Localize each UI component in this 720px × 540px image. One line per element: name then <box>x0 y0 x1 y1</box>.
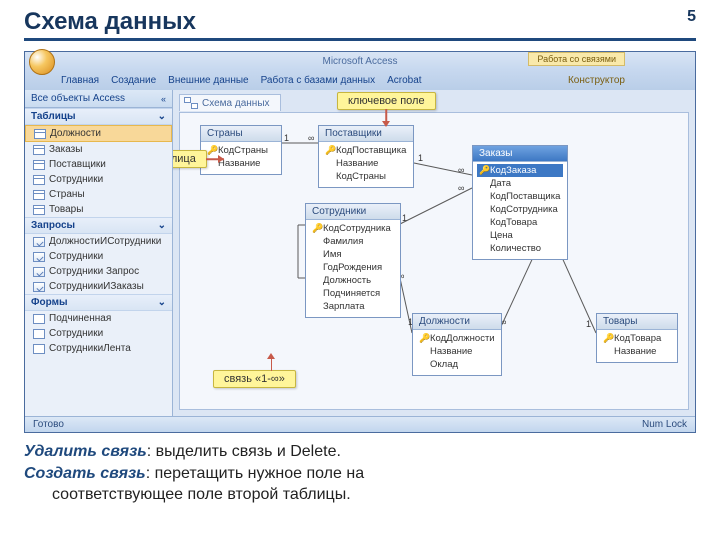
table-strany[interactable]: Страны 🔑КодСтраны Название <box>200 125 282 175</box>
nav-item-tovary[interactable]: Товары <box>25 202 172 217</box>
key-icon: 🔑 <box>603 332 611 345</box>
caption-create-text2: соответствующее поле второй таблицы. <box>52 486 351 503</box>
table-postavshiki[interactable]: Поставщики 🔑КодПоставщика Название КодСт… <box>318 125 414 188</box>
callout-relation: связь «1-∞» <box>213 370 296 388</box>
table-zakazy[interactable]: Заказы 🔑КодЗаказа Дата КодПоставщика Код… <box>472 145 568 260</box>
table-icon <box>33 205 45 215</box>
key-icon: 🔑 <box>419 332 427 345</box>
tab-design[interactable]: Конструктор <box>568 75 625 86</box>
tab-acrobat[interactable]: Acrobat <box>387 75 421 86</box>
nav-item-q3[interactable]: Сотрудники Запрос <box>25 264 172 279</box>
status-right: Num Lock <box>642 419 687 430</box>
form-icon <box>33 314 45 324</box>
access-window: Microsoft Access Работа со связями Главн… <box>24 51 696 433</box>
table-header[interactable]: Должности <box>413 314 501 330</box>
diagram-area[interactable]: 1 ∞ 1 ∞ 1 ∞ ∞ 1 ∞ 1 ∞ 1 Страны <box>179 112 689 410</box>
document-tab-label: Схема данных <box>202 98 270 109</box>
nav-item-q4[interactable]: СотрудникиИЗаказы <box>25 279 172 294</box>
caption-delete-bold: Удалить связь <box>24 443 147 460</box>
cardinality-inf: ∞ <box>308 133 314 143</box>
titlebar: Microsoft Access Работа со связями <box>25 52 695 70</box>
cardinality-1: 1 <box>586 319 591 329</box>
query-icon <box>33 237 45 247</box>
relationships-canvas[interactable]: Схема данных 1 ∞ 1 ∞ <box>173 90 695 416</box>
nav-item-strany[interactable]: Страны <box>25 187 172 202</box>
key-icon: 🔑 <box>479 164 487 177</box>
cardinality-1: 1 <box>418 153 423 163</box>
key-icon: 🔑 <box>207 144 215 157</box>
nav-head[interactable]: Все объекты Access « <box>25 90 172 108</box>
callout-keyfield: ключевое поле <box>337 92 436 110</box>
cardinality-inf: ∞ <box>458 183 464 193</box>
page-number: 5 <box>687 8 696 26</box>
office-button[interactable] <box>29 49 55 75</box>
nav-item-zakazy[interactable]: Заказы <box>25 142 172 157</box>
key-icon: 🔑 <box>325 144 333 157</box>
nav-item-dolzhnosti[interactable]: Должности <box>25 125 172 142</box>
query-icon <box>33 267 45 277</box>
table-header[interactable]: Страны <box>201 126 281 142</box>
tab-dbtools[interactable]: Работа с базами данных <box>261 75 376 86</box>
status-bar: Готово Num Lock <box>25 416 695 432</box>
ribbon-tabs: Главная Создание Внешние данные Работа с… <box>25 70 695 90</box>
cardinality-1: 1 <box>402 213 407 223</box>
cardinality-inf: ∞ <box>458 165 464 175</box>
nav-item-f1[interactable]: Подчиненная <box>25 311 172 326</box>
table-icon <box>33 145 45 155</box>
nav-item-f3[interactable]: СотрудникиЛента <box>25 341 172 356</box>
nav-item-sotrudniki[interactable]: Сотрудники <box>25 172 172 187</box>
key-icon: 🔑 <box>312 222 320 235</box>
table-icon <box>33 175 45 185</box>
tab-home[interactable]: Главная <box>61 75 99 86</box>
query-icon <box>33 252 45 262</box>
table-icon <box>34 129 46 139</box>
table-dolzhnosti[interactable]: Должности 🔑КодДолжности Название Оклад <box>412 313 502 376</box>
nav-item-postavshiki[interactable]: Поставщики <box>25 157 172 172</box>
status-left: Готово <box>33 419 64 430</box>
form-icon <box>33 329 45 339</box>
tab-create[interactable]: Создание <box>111 75 156 86</box>
context-tab[interactable]: Работа со связями <box>528 52 625 66</box>
nav-group-queries[interactable]: Запросы⌄ <box>25 217 172 234</box>
nav-item-q2[interactable]: Сотрудники <box>25 249 172 264</box>
table-tovary[interactable]: Товары 🔑КодТовара Название <box>596 313 678 363</box>
query-icon <box>33 282 45 292</box>
table-header[interactable]: Поставщики <box>319 126 413 142</box>
caption-create-bold: Создать связь <box>24 465 146 482</box>
caption-delete-text: : выделить связь и Delete. <box>147 443 341 460</box>
caption-create-text: : перетащить нужное поле на <box>146 465 364 482</box>
table-sotrudniki[interactable]: Сотрудники 🔑КодСотрудника Фамилия Имя Го… <box>305 203 401 318</box>
callout-table: таблица <box>173 150 207 168</box>
nav-group-tables[interactable]: Таблицы⌄ <box>25 108 172 125</box>
relationships-icon <box>184 97 198 109</box>
table-icon <box>33 160 45 170</box>
tab-external[interactable]: Внешние данные <box>168 75 248 86</box>
slide-title: Схема данных <box>24 8 696 41</box>
table-header[interactable]: Заказы <box>473 146 567 162</box>
chevron-left-icon[interactable]: « <box>161 94 166 104</box>
table-header[interactable]: Товары <box>597 314 677 330</box>
nav-pane: Все объекты Access « Таблицы⌄ Должности … <box>25 90 173 416</box>
nav-head-label: Все объекты Access <box>31 93 125 104</box>
nav-group-forms[interactable]: Формы⌄ <box>25 294 172 311</box>
cardinality-1: 1 <box>284 133 289 143</box>
nav-item-f2[interactable]: Сотрудники <box>25 326 172 341</box>
table-icon <box>33 190 45 200</box>
table-header[interactable]: Сотрудники <box>306 204 400 220</box>
nav-item-q1[interactable]: ДолжностиИСотрудники <box>25 234 172 249</box>
caption: Удалить связь: выделить связь и Delete. … <box>24 441 696 506</box>
app-title: Microsoft Access <box>322 56 397 67</box>
form-icon <box>33 344 45 354</box>
document-tab[interactable]: Схема данных <box>179 94 281 111</box>
